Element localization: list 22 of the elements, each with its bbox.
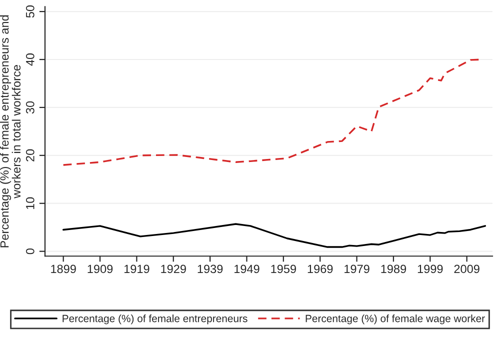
x-tick-label: 1979	[344, 264, 370, 274]
y-tick-label: 20	[26, 149, 34, 162]
y-tick-label: 40	[26, 53, 34, 66]
y-tick-label: 0	[26, 248, 34, 254]
x-tick-label: 1989	[381, 264, 406, 274]
y-tick-label: 10	[26, 197, 34, 210]
x-tick-label: 1939	[198, 264, 223, 274]
legend-label: Percentage (%) of female wage worker	[306, 314, 485, 324]
line-series	[62, 223, 486, 248]
y-tick-label: 30	[26, 101, 34, 114]
x-tick-label: 1919	[124, 264, 150, 274]
x-tick-label: 1949	[234, 264, 260, 274]
x-tick-label: 1969	[308, 264, 333, 274]
x-tick-label: 1929	[161, 264, 186, 274]
y-tick-label: 50	[26, 5, 34, 18]
x-tick-label: 1999	[418, 264, 443, 274]
y-axis-title: Percentage (%) of female entrepreneurs and workers in total workforce	[0, 15, 21, 248]
x-tick-label: 1909	[88, 264, 113, 274]
x-tick-label: 1959	[271, 264, 296, 274]
x-tick-label: 2009	[454, 264, 480, 274]
legend-label: Percentage (%) of female entrepreneurs	[62, 314, 248, 324]
x-tick-label: 1899	[51, 264, 76, 274]
